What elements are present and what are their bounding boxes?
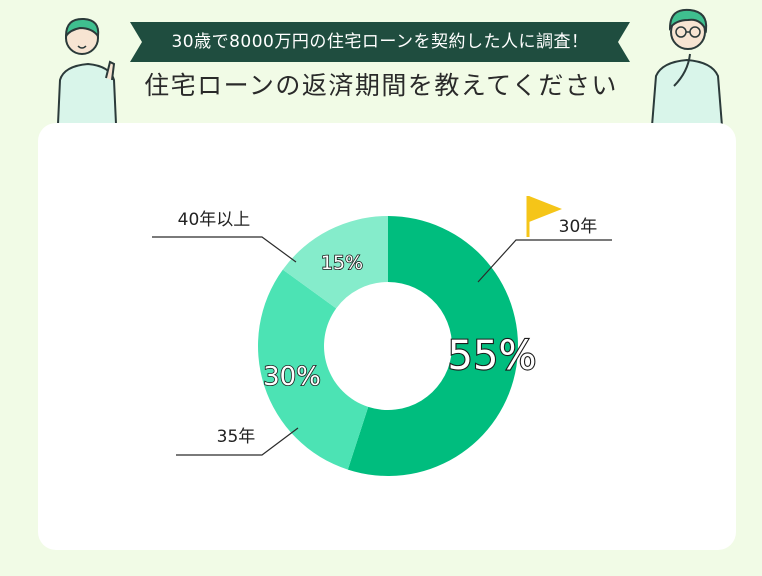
page-title: 住宅ローンの返済期間を教えてください bbox=[144, 71, 618, 100]
flag-icon bbox=[526, 196, 562, 237]
person-pointing-illustration bbox=[56, 17, 118, 124]
slice-value-label: 30% bbox=[263, 362, 321, 392]
leader-line bbox=[477, 239, 612, 283]
slice-value-label: 15% bbox=[321, 252, 363, 274]
leader-line bbox=[152, 236, 297, 263]
category-label: 30年 bbox=[559, 217, 598, 237]
person-thinking-illustration bbox=[650, 8, 724, 126]
banner-ribbon bbox=[130, 22, 630, 62]
banner-text: 30歳で8000万円の住宅ローンを契約した人に調査！ bbox=[171, 32, 589, 52]
slice-2 bbox=[258, 269, 369, 470]
leader-line bbox=[176, 427, 299, 456]
slice-value-label: 55% bbox=[448, 333, 537, 379]
category-label: 35年 bbox=[217, 427, 256, 447]
chart-card bbox=[38, 123, 736, 550]
slice-3 bbox=[282, 216, 388, 309]
survey-banner: 30歳で8000万円の住宅ローンを契約した人に調査！ bbox=[130, 22, 630, 62]
category-label: 40年以上 bbox=[178, 210, 251, 230]
slice-1 bbox=[347, 216, 518, 476]
